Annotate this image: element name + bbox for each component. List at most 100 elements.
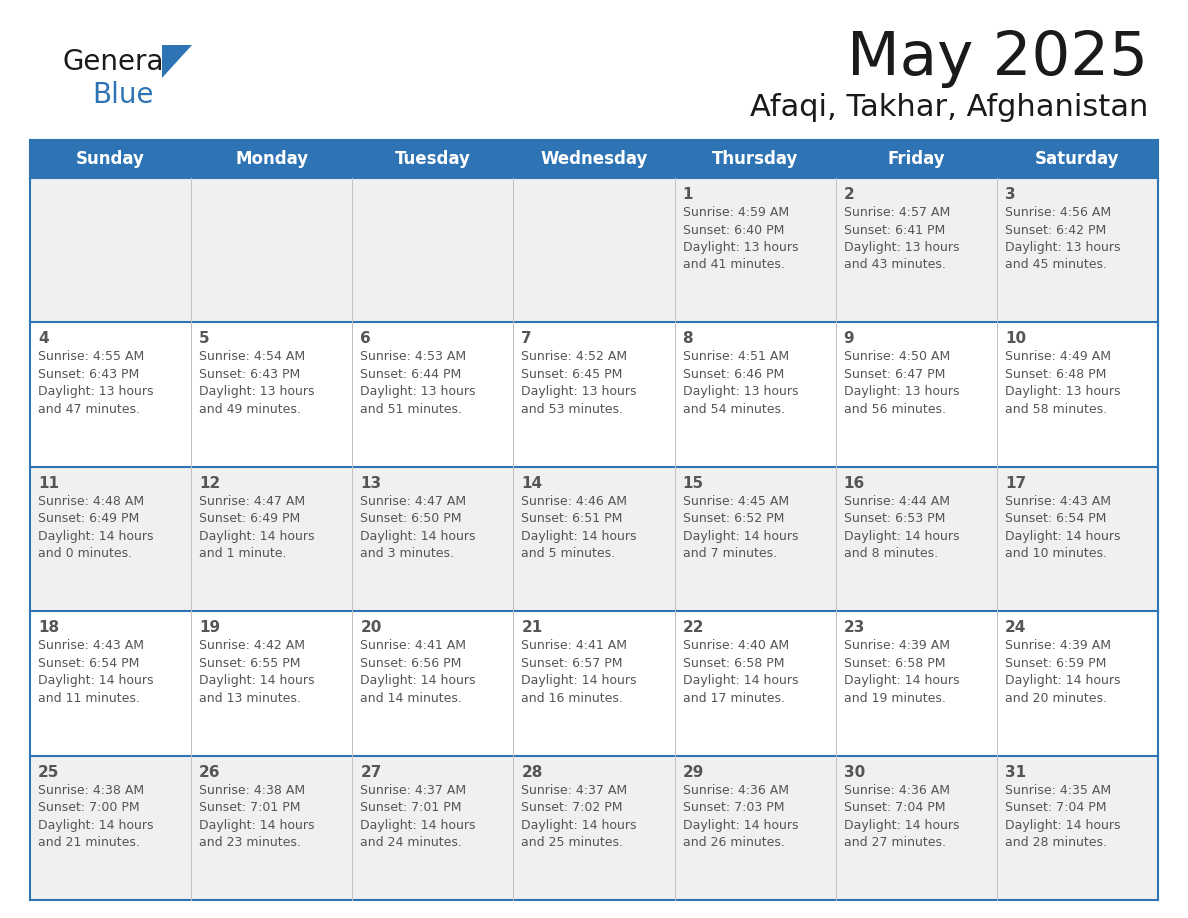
Text: Sunset: 6:45 PM: Sunset: 6:45 PM — [522, 368, 623, 381]
Text: Sunset: 7:02 PM: Sunset: 7:02 PM — [522, 801, 623, 814]
Text: Sunset: 6:46 PM: Sunset: 6:46 PM — [683, 368, 784, 381]
Text: 25: 25 — [38, 765, 59, 779]
Text: Sunrise: 4:43 AM: Sunrise: 4:43 AM — [1005, 495, 1111, 508]
Text: Sunset: 6:43 PM: Sunset: 6:43 PM — [38, 368, 139, 381]
Text: Sunset: 6:49 PM: Sunset: 6:49 PM — [38, 512, 139, 525]
Text: 6: 6 — [360, 331, 371, 346]
Text: and 26 minutes.: and 26 minutes. — [683, 836, 784, 849]
Text: Sunrise: 4:56 AM: Sunrise: 4:56 AM — [1005, 206, 1111, 219]
Text: Daylight: 14 hours: Daylight: 14 hours — [200, 819, 315, 832]
Text: and 7 minutes.: and 7 minutes. — [683, 547, 777, 560]
Text: Sunrise: 4:39 AM: Sunrise: 4:39 AM — [843, 639, 949, 652]
Text: Friday: Friday — [887, 150, 946, 168]
Text: Sunrise: 4:36 AM: Sunrise: 4:36 AM — [843, 784, 949, 797]
Text: Daylight: 14 hours: Daylight: 14 hours — [1005, 530, 1120, 543]
Text: Wednesday: Wednesday — [541, 150, 647, 168]
Text: 22: 22 — [683, 621, 704, 635]
Text: 14: 14 — [522, 476, 543, 491]
Text: Sunset: 6:56 PM: Sunset: 6:56 PM — [360, 656, 462, 670]
Text: and 56 minutes.: and 56 minutes. — [843, 403, 946, 416]
Text: and 24 minutes.: and 24 minutes. — [360, 836, 462, 849]
Text: Sunrise: 4:45 AM: Sunrise: 4:45 AM — [683, 495, 789, 508]
Text: Saturday: Saturday — [1035, 150, 1119, 168]
Bar — [30, 322, 1158, 466]
Text: Daylight: 14 hours: Daylight: 14 hours — [522, 819, 637, 832]
Text: Sunrise: 4:54 AM: Sunrise: 4:54 AM — [200, 351, 305, 364]
Text: Sunset: 6:44 PM: Sunset: 6:44 PM — [360, 368, 461, 381]
Text: Sunday: Sunday — [76, 150, 145, 168]
Text: Daylight: 14 hours: Daylight: 14 hours — [843, 674, 959, 688]
Text: and 41 minutes.: and 41 minutes. — [683, 259, 784, 272]
Text: Sunset: 6:48 PM: Sunset: 6:48 PM — [1005, 368, 1106, 381]
Text: Sunrise: 4:40 AM: Sunrise: 4:40 AM — [683, 639, 789, 652]
Text: Sunrise: 4:57 AM: Sunrise: 4:57 AM — [843, 206, 950, 219]
Text: 13: 13 — [360, 476, 381, 491]
Text: Sunset: 7:00 PM: Sunset: 7:00 PM — [38, 801, 140, 814]
Text: Daylight: 13 hours: Daylight: 13 hours — [38, 386, 153, 398]
Text: Sunset: 6:54 PM: Sunset: 6:54 PM — [38, 656, 139, 670]
Text: Daylight: 13 hours: Daylight: 13 hours — [683, 386, 798, 398]
Text: and 25 minutes.: and 25 minutes. — [522, 836, 624, 849]
Text: Daylight: 14 hours: Daylight: 14 hours — [843, 819, 959, 832]
Text: Daylight: 14 hours: Daylight: 14 hours — [1005, 819, 1120, 832]
Text: Sunrise: 4:38 AM: Sunrise: 4:38 AM — [38, 784, 144, 797]
Text: Sunrise: 4:35 AM: Sunrise: 4:35 AM — [1005, 784, 1111, 797]
Text: Daylight: 14 hours: Daylight: 14 hours — [38, 674, 153, 688]
Text: Sunset: 6:58 PM: Sunset: 6:58 PM — [843, 656, 946, 670]
Text: Daylight: 13 hours: Daylight: 13 hours — [522, 386, 637, 398]
Text: 18: 18 — [38, 621, 59, 635]
Text: Sunset: 6:41 PM: Sunset: 6:41 PM — [843, 223, 944, 237]
Text: Sunset: 7:01 PM: Sunset: 7:01 PM — [360, 801, 462, 814]
Text: Sunrise: 4:41 AM: Sunrise: 4:41 AM — [522, 639, 627, 652]
Polygon shape — [162, 45, 192, 78]
Text: Daylight: 13 hours: Daylight: 13 hours — [1005, 241, 1120, 254]
Text: 4: 4 — [38, 331, 49, 346]
Text: Daylight: 14 hours: Daylight: 14 hours — [1005, 674, 1120, 688]
Text: Sunset: 6:52 PM: Sunset: 6:52 PM — [683, 512, 784, 525]
Text: and 28 minutes.: and 28 minutes. — [1005, 836, 1107, 849]
Text: Daylight: 14 hours: Daylight: 14 hours — [522, 674, 637, 688]
Text: Daylight: 14 hours: Daylight: 14 hours — [522, 530, 637, 543]
Text: 29: 29 — [683, 765, 704, 779]
Text: Daylight: 14 hours: Daylight: 14 hours — [360, 819, 475, 832]
Text: and 58 minutes.: and 58 minutes. — [1005, 403, 1107, 416]
Text: Daylight: 14 hours: Daylight: 14 hours — [683, 674, 798, 688]
Text: Sunrise: 4:53 AM: Sunrise: 4:53 AM — [360, 351, 467, 364]
Text: and 8 minutes.: and 8 minutes. — [843, 547, 937, 560]
Text: and 47 minutes.: and 47 minutes. — [38, 403, 140, 416]
Text: 17: 17 — [1005, 476, 1026, 491]
Text: and 43 minutes.: and 43 minutes. — [843, 259, 946, 272]
Text: Sunrise: 4:42 AM: Sunrise: 4:42 AM — [200, 639, 305, 652]
Text: Sunrise: 4:36 AM: Sunrise: 4:36 AM — [683, 784, 789, 797]
Text: Sunset: 6:42 PM: Sunset: 6:42 PM — [1005, 223, 1106, 237]
Text: 21: 21 — [522, 621, 543, 635]
Text: 8: 8 — [683, 331, 693, 346]
Text: Daylight: 14 hours: Daylight: 14 hours — [360, 530, 475, 543]
Text: and 13 minutes.: and 13 minutes. — [200, 691, 301, 705]
Text: 11: 11 — [38, 476, 59, 491]
Text: Sunset: 6:49 PM: Sunset: 6:49 PM — [200, 512, 301, 525]
Text: Sunrise: 4:37 AM: Sunrise: 4:37 AM — [522, 784, 627, 797]
Text: Sunset: 6:55 PM: Sunset: 6:55 PM — [200, 656, 301, 670]
Text: Sunset: 6:43 PM: Sunset: 6:43 PM — [200, 368, 301, 381]
Text: Sunrise: 4:50 AM: Sunrise: 4:50 AM — [843, 351, 950, 364]
Text: Daylight: 13 hours: Daylight: 13 hours — [843, 386, 959, 398]
Text: 7: 7 — [522, 331, 532, 346]
Bar — [30, 466, 1158, 611]
Text: Daylight: 14 hours: Daylight: 14 hours — [683, 819, 798, 832]
Text: and 1 minute.: and 1 minute. — [200, 547, 286, 560]
Text: Afaqi, Takhar, Afghanistan: Afaqi, Takhar, Afghanistan — [750, 94, 1148, 122]
Bar — [30, 611, 1158, 756]
Text: 20: 20 — [360, 621, 381, 635]
Text: Sunrise: 4:39 AM: Sunrise: 4:39 AM — [1005, 639, 1111, 652]
Text: and 14 minutes.: and 14 minutes. — [360, 691, 462, 705]
Text: and 10 minutes.: and 10 minutes. — [1005, 547, 1107, 560]
Text: Sunset: 6:53 PM: Sunset: 6:53 PM — [843, 512, 946, 525]
Text: and 51 minutes.: and 51 minutes. — [360, 403, 462, 416]
Text: 27: 27 — [360, 765, 381, 779]
Text: Sunrise: 4:48 AM: Sunrise: 4:48 AM — [38, 495, 144, 508]
Text: and 16 minutes.: and 16 minutes. — [522, 691, 624, 705]
Text: Daylight: 14 hours: Daylight: 14 hours — [38, 819, 153, 832]
Text: Daylight: 14 hours: Daylight: 14 hours — [843, 530, 959, 543]
Text: 30: 30 — [843, 765, 865, 779]
